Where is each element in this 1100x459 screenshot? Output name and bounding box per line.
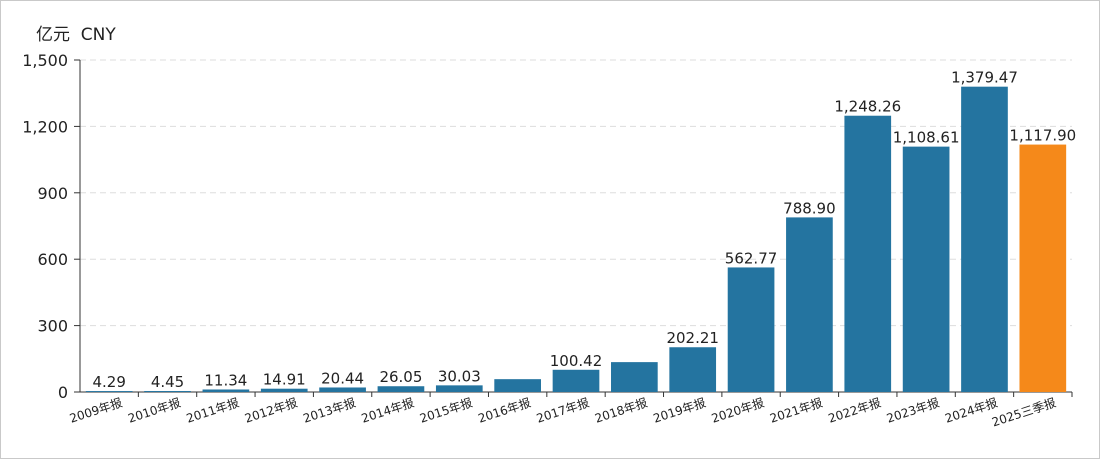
bar [727, 267, 775, 392]
y-tick-label: 300 [37, 317, 68, 336]
x-tick-label: 2014年报 [359, 395, 416, 426]
data-label: 1,379.47 [951, 69, 1018, 87]
x-tick-label: 2023年报 [885, 395, 942, 426]
bar [202, 389, 250, 392]
bar [552, 369, 600, 392]
bar [319, 387, 366, 392]
data-label: 14.91 [263, 371, 306, 389]
data-label: 4.29 [92, 373, 125, 391]
data-label: 30.03 [438, 367, 481, 385]
bar [669, 347, 717, 392]
x-tick-label: 2025三季报 [990, 395, 1058, 430]
x-tick-label: 2019年报 [651, 395, 708, 426]
x-tick-label: 2020年报 [709, 395, 766, 426]
bar [786, 217, 833, 392]
x-tick-label: 2009年报 [68, 395, 125, 426]
data-label: 11.34 [204, 371, 247, 389]
x-tick-label: 2011年报 [184, 395, 241, 426]
y-tick-label: 1,200 [22, 117, 68, 136]
x-tick-label: 2016年报 [476, 395, 533, 426]
data-label: 20.44 [321, 369, 364, 387]
bar [85, 391, 133, 392]
bar [844, 115, 892, 393]
x-tick-label: 2013年报 [301, 395, 358, 426]
x-tick-label: 2015年报 [418, 395, 475, 426]
bar [961, 86, 1008, 392]
bar [260, 388, 308, 392]
x-tick-label: 2010年报 [126, 395, 183, 426]
bar [144, 391, 191, 392]
x-tick-label: 2017年报 [534, 395, 591, 426]
data-label: 1,108.61 [893, 129, 960, 147]
bar [494, 379, 541, 392]
bar [435, 385, 483, 392]
x-tick-label: 2022年报 [826, 395, 883, 426]
x-tick-label: 2018年报 [593, 395, 650, 426]
data-label: 788.90 [783, 199, 836, 217]
data-label: 1,117.90 [1009, 127, 1076, 145]
y-unit-label: 亿元 CNY [36, 25, 116, 45]
bar [377, 386, 425, 392]
bar [611, 362, 658, 392]
y-tick-label: 900 [37, 184, 68, 203]
y-tick-label: 1,500 [22, 51, 68, 70]
x-tick-label: 2021年报 [768, 395, 825, 426]
x-tick-label: 2012年报 [243, 395, 300, 426]
data-label: 26.05 [379, 368, 422, 386]
data-label: 100.42 [550, 352, 603, 370]
data-label: 202.21 [666, 329, 719, 347]
bar [902, 146, 950, 392]
y-tick-label: 600 [37, 250, 68, 269]
data-label: 1,248.26 [834, 98, 901, 116]
data-label: 4.45 [151, 373, 184, 391]
y-tick-label: 0 [58, 383, 68, 402]
bar [1019, 144, 1067, 392]
data-label: 562.77 [725, 249, 778, 267]
